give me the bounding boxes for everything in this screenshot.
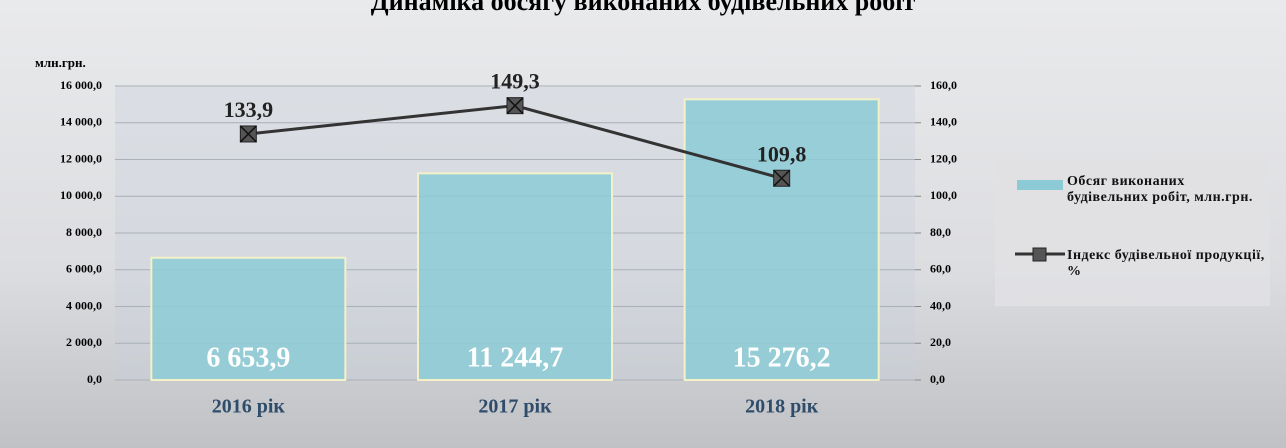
y2-tick-label: 20,0 <box>930 335 951 349</box>
y2-tick-label: 120,0 <box>930 151 957 165</box>
y-tick-label: 4 000,0 <box>66 298 102 312</box>
y2-tick-label: 0,0 <box>930 372 945 386</box>
chart-title: Динаміка обсягу виконаних будівельних ро… <box>371 0 916 16</box>
x-tick-label: 2017 рік <box>478 396 552 418</box>
legend-label: Обсяг виконаних будівельних робіт, млн.г… <box>1067 174 1267 206</box>
y2-tick-label: 80,0 <box>930 225 951 239</box>
legend-label: Індекс будівельної продукції, % <box>1067 248 1267 280</box>
y-tick-label: 2 000,0 <box>66 335 102 349</box>
chart-container: Динаміка обсягу виконаних будівельних ро… <box>0 0 1286 448</box>
y-tick-label: 12 000,0 <box>60 151 102 165</box>
y-axis-label: млн.грн. <box>35 55 86 70</box>
x-tick-label: 2018 рік <box>745 396 819 418</box>
y2-tick-label: 40,0 <box>930 298 951 312</box>
bar-value-label: 15 276,2 <box>733 342 831 373</box>
y-tick-label: 10 000,0 <box>60 188 102 202</box>
bar-value-label: 6 653,9 <box>206 342 290 373</box>
y2-tick-label: 60,0 <box>930 262 951 276</box>
legend: Обсяг виконаних будівельних робіт, млн.г… <box>995 160 1270 306</box>
y-tick-label: 0,0 <box>87 372 102 386</box>
x-tick-label: 2016 рік <box>212 396 286 418</box>
y-tick-label: 14 000,0 <box>60 115 102 129</box>
y-tick-label: 16 000,0 <box>60 78 102 92</box>
y2-tick-label: 140,0 <box>930 115 957 129</box>
legend-swatch <box>1017 180 1063 190</box>
line-value-label: 149,3 <box>490 69 540 94</box>
bar-value-label: 11 244,7 <box>467 342 563 373</box>
legend-marker <box>1033 248 1046 261</box>
y-tick-label: 6 000,0 <box>66 262 102 276</box>
y2-tick-label: 100,0 <box>930 188 957 202</box>
y2-tick-label: 160,0 <box>930 78 957 92</box>
line-value-label: 109,8 <box>757 141 807 166</box>
y-tick-label: 8 000,0 <box>66 225 102 239</box>
line-value-label: 133,9 <box>224 97 274 122</box>
